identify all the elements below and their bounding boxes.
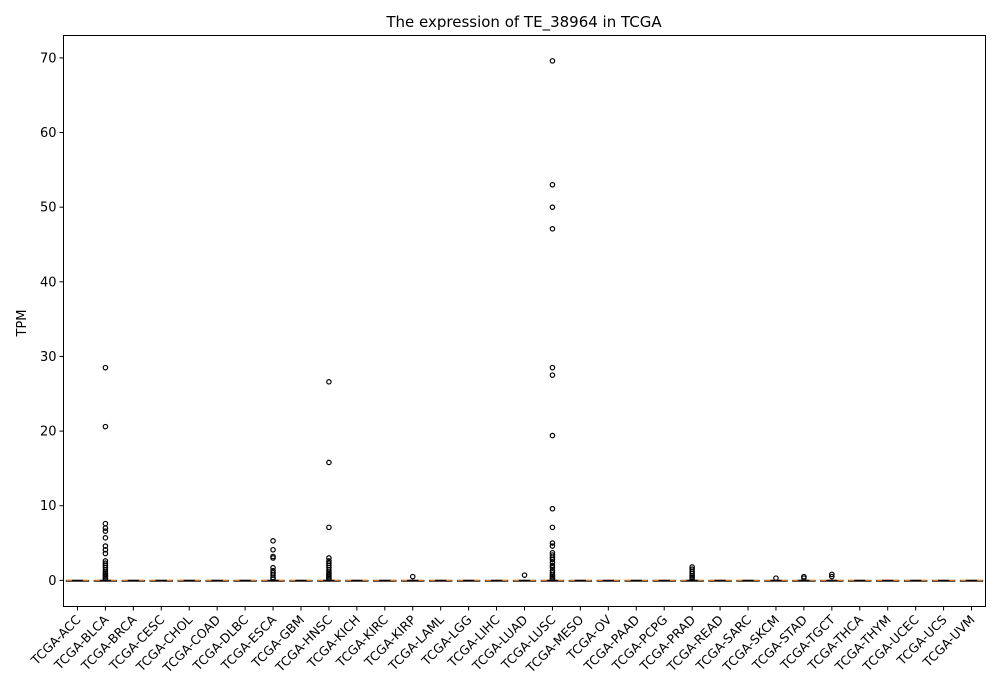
outlier-point	[549, 58, 556, 64]
y-tick-label: 60	[40, 126, 57, 141]
outlier-point	[102, 528, 109, 534]
outlier-point	[102, 423, 109, 430]
outlier-point	[102, 576, 109, 582]
y-axis: 0 10 20 30 40 50 60 70	[40, 51, 64, 589]
outlier-point	[102, 525, 109, 531]
y-tick-label: 30	[40, 350, 57, 365]
outlier-point	[521, 572, 528, 578]
outlier-point	[549, 204, 556, 210]
outlier-point	[829, 573, 835, 580]
outlier-point	[326, 459, 332, 466]
outlier-point	[102, 364, 109, 371]
outlier-point	[102, 567, 109, 573]
outlier-point	[549, 432, 556, 439]
x-axis: TCGA-ACCTCGA-BLCATCGA-BRCATCGA-CESCTCGA-…	[27, 606, 978, 676]
outlier-point	[409, 573, 416, 580]
chart-title: The expression of TE_38964 in TCGA	[385, 13, 662, 32]
outlier-point	[549, 364, 556, 371]
outlier-point	[549, 372, 556, 378]
plot-area	[65, 58, 984, 582]
outlier-point	[102, 550, 109, 557]
outlier-point	[326, 567, 332, 573]
outlier-point	[102, 543, 109, 549]
outlier-point	[270, 572, 276, 578]
outlier-point	[549, 570, 556, 576]
outlier-point	[326, 576, 332, 582]
outlier-point	[549, 540, 556, 546]
outlier-point	[549, 576, 556, 582]
y-tick-label: 0	[48, 574, 56, 589]
outlier-point	[549, 562, 556, 569]
outlier-point	[549, 564, 556, 571]
outlier-point	[549, 226, 556, 232]
outlier-point	[102, 520, 109, 527]
outlier-point	[270, 538, 276, 544]
outlier-point	[326, 524, 332, 531]
y-tick-label: 20	[40, 425, 57, 440]
outlier-point	[270, 564, 276, 571]
outlier-point	[549, 181, 556, 188]
outlier-point	[549, 543, 556, 549]
outlier-point	[326, 379, 332, 385]
outlier-point	[549, 505, 556, 512]
outlier-point	[549, 524, 556, 531]
outlier-point	[689, 570, 695, 577]
outlier-point	[773, 575, 779, 581]
outlier-point	[102, 535, 109, 541]
outlier-point	[801, 575, 807, 581]
outlier-point	[549, 556, 556, 563]
outlier-point	[549, 559, 556, 566]
y-tick-label: 70	[40, 51, 57, 66]
outlier-point	[689, 576, 695, 582]
y-tick-label: 50	[40, 201, 57, 216]
y-tick-label: 10	[40, 499, 57, 514]
outlier-point	[270, 546, 276, 553]
y-axis-label: TPM	[15, 310, 30, 338]
axes-frame	[63, 35, 986, 607]
outlier-point	[326, 555, 332, 561]
outlier-point	[270, 576, 276, 582]
outlier-point	[549, 554, 556, 561]
outlier-point	[102, 546, 109, 553]
outlier-point	[829, 571, 835, 578]
outlier-point	[270, 555, 276, 561]
y-tick-label: 40	[40, 275, 57, 290]
